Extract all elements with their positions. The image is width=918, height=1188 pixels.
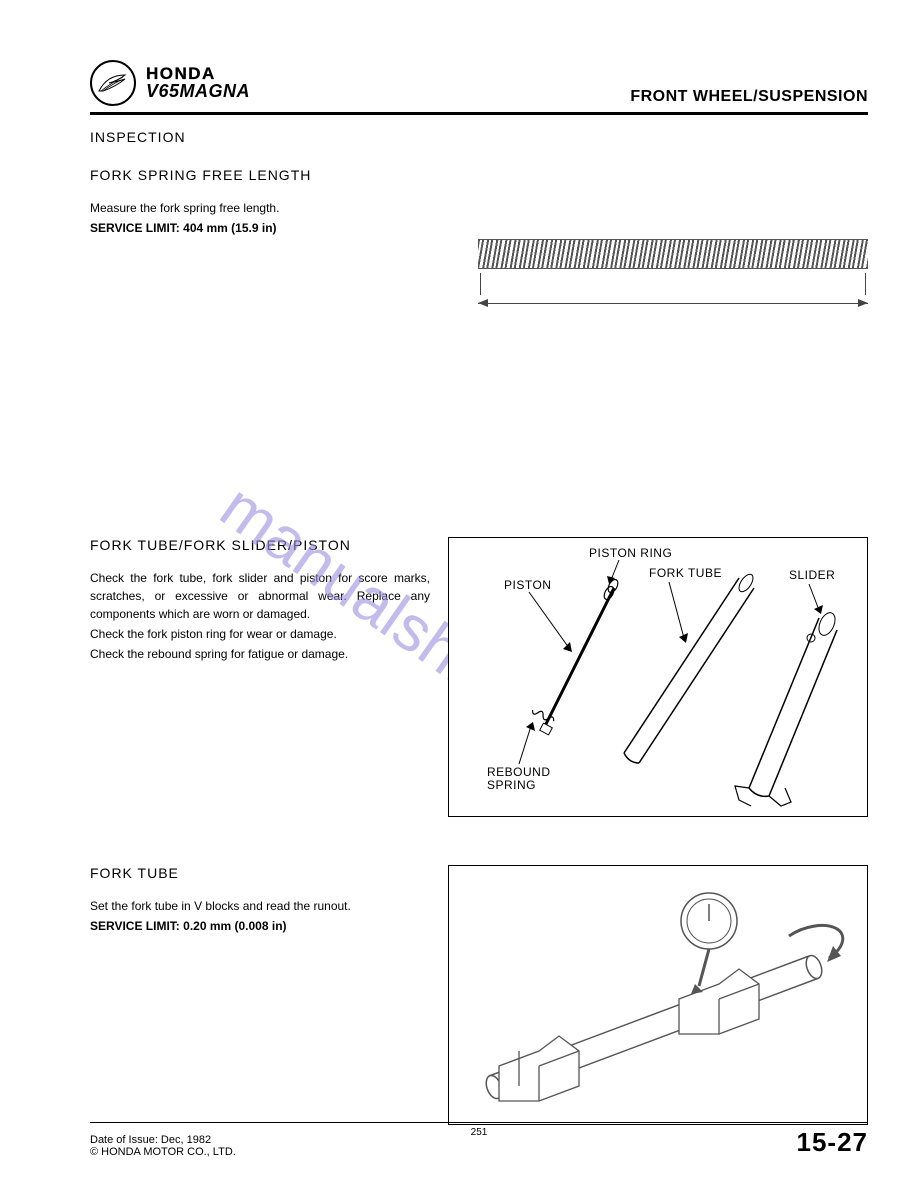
runout-diagram-svg — [449, 866, 869, 1126]
spring-free-body: Measure the fork spring free length. SER… — [90, 199, 430, 237]
spring-coil-icon — [478, 239, 868, 269]
tube-slider-body: Check the fork tube, fork slider and pis… — [90, 569, 430, 663]
section-spring-free-length: FORK SPRING FREE LENGTH Measure the fork… — [90, 167, 868, 237]
parts-diagram-box: PISTON RING PISTON FORK TUBE SLIDER REBO… — [448, 537, 868, 817]
footer-page-big: 15-27 — [797, 1127, 869, 1158]
section-fork-tube: FORK TUBE Set the fork tube in V blocks … — [90, 865, 868, 1125]
footer-issue-date: Date of Issue: Dec, 1982 — [90, 1134, 236, 1146]
heading-tube-slider-piston: FORK TUBE/FORK SLIDER/PISTON — [90, 537, 430, 553]
tsp-para3: Check the rebound spring for fatigue or … — [90, 645, 430, 663]
section-tube-slider-piston: FORK TUBE/FORK SLIDER/PISTON Check the f… — [90, 537, 868, 817]
wing-svg — [97, 71, 129, 95]
page-header: HONDA V65MAGNA FRONT WHEEL/SUSPENSION — [90, 60, 868, 115]
parts-diagram-svg — [449, 538, 869, 818]
footer-page-small: 251 — [471, 1127, 488, 1138]
tsp-para1: Check the fork tube, fork slider and pis… — [90, 569, 430, 623]
fork-tube-line1: Set the fork tube in V blocks and read t… — [90, 897, 430, 915]
spring-free-line1: Measure the fork spring free length. — [90, 199, 430, 217]
brand-text: HONDA V65MAGNA — [146, 65, 250, 102]
heading-inspection: INSPECTION — [90, 129, 868, 145]
service-value-2: 0.20 mm (0.008 in) — [183, 919, 286, 933]
service-label-2: SERVICE LIMIT: — [90, 919, 180, 933]
brand-top: HONDA — [146, 65, 250, 83]
footer-left: Date of Issue: Dec, 1982 © HONDA MOTOR C… — [90, 1134, 236, 1158]
fork-tube-service: SERVICE LIMIT: 0.20 mm (0.008 in) — [90, 917, 430, 935]
section-title: FRONT WHEEL/SUSPENSION — [630, 88, 868, 106]
runout-diagram-box — [448, 865, 868, 1125]
brand-block: HONDA V65MAGNA — [90, 60, 250, 106]
page-content: manualshive.com INSPECTION FORK SPRING F… — [90, 129, 868, 1125]
spring-free-service: SERVICE LIMIT: 404 mm (15.9 in) — [90, 219, 430, 237]
footer-copyright: © HONDA MOTOR CO., LTD. — [90, 1146, 236, 1158]
heading-spring-free: FORK SPRING FREE LENGTH — [90, 167, 868, 183]
wing-logo-icon — [90, 60, 136, 106]
brand-bottom: V65MAGNA — [146, 82, 250, 101]
spring-diagram — [478, 239, 868, 313]
spring-length-bracket — [478, 273, 868, 313]
service-value-1: 404 mm (15.9 in) — [183, 221, 276, 235]
page-footer: Date of Issue: Dec, 1982 © HONDA MOTOR C… — [90, 1122, 868, 1158]
heading-fork-tube: FORK TUBE — [90, 865, 430, 881]
service-label-1: SERVICE LIMIT: — [90, 221, 180, 235]
tsp-para2: Check the fork piston ring for wear or d… — [90, 625, 430, 643]
fork-tube-body: Set the fork tube in V blocks and read t… — [90, 897, 430, 935]
